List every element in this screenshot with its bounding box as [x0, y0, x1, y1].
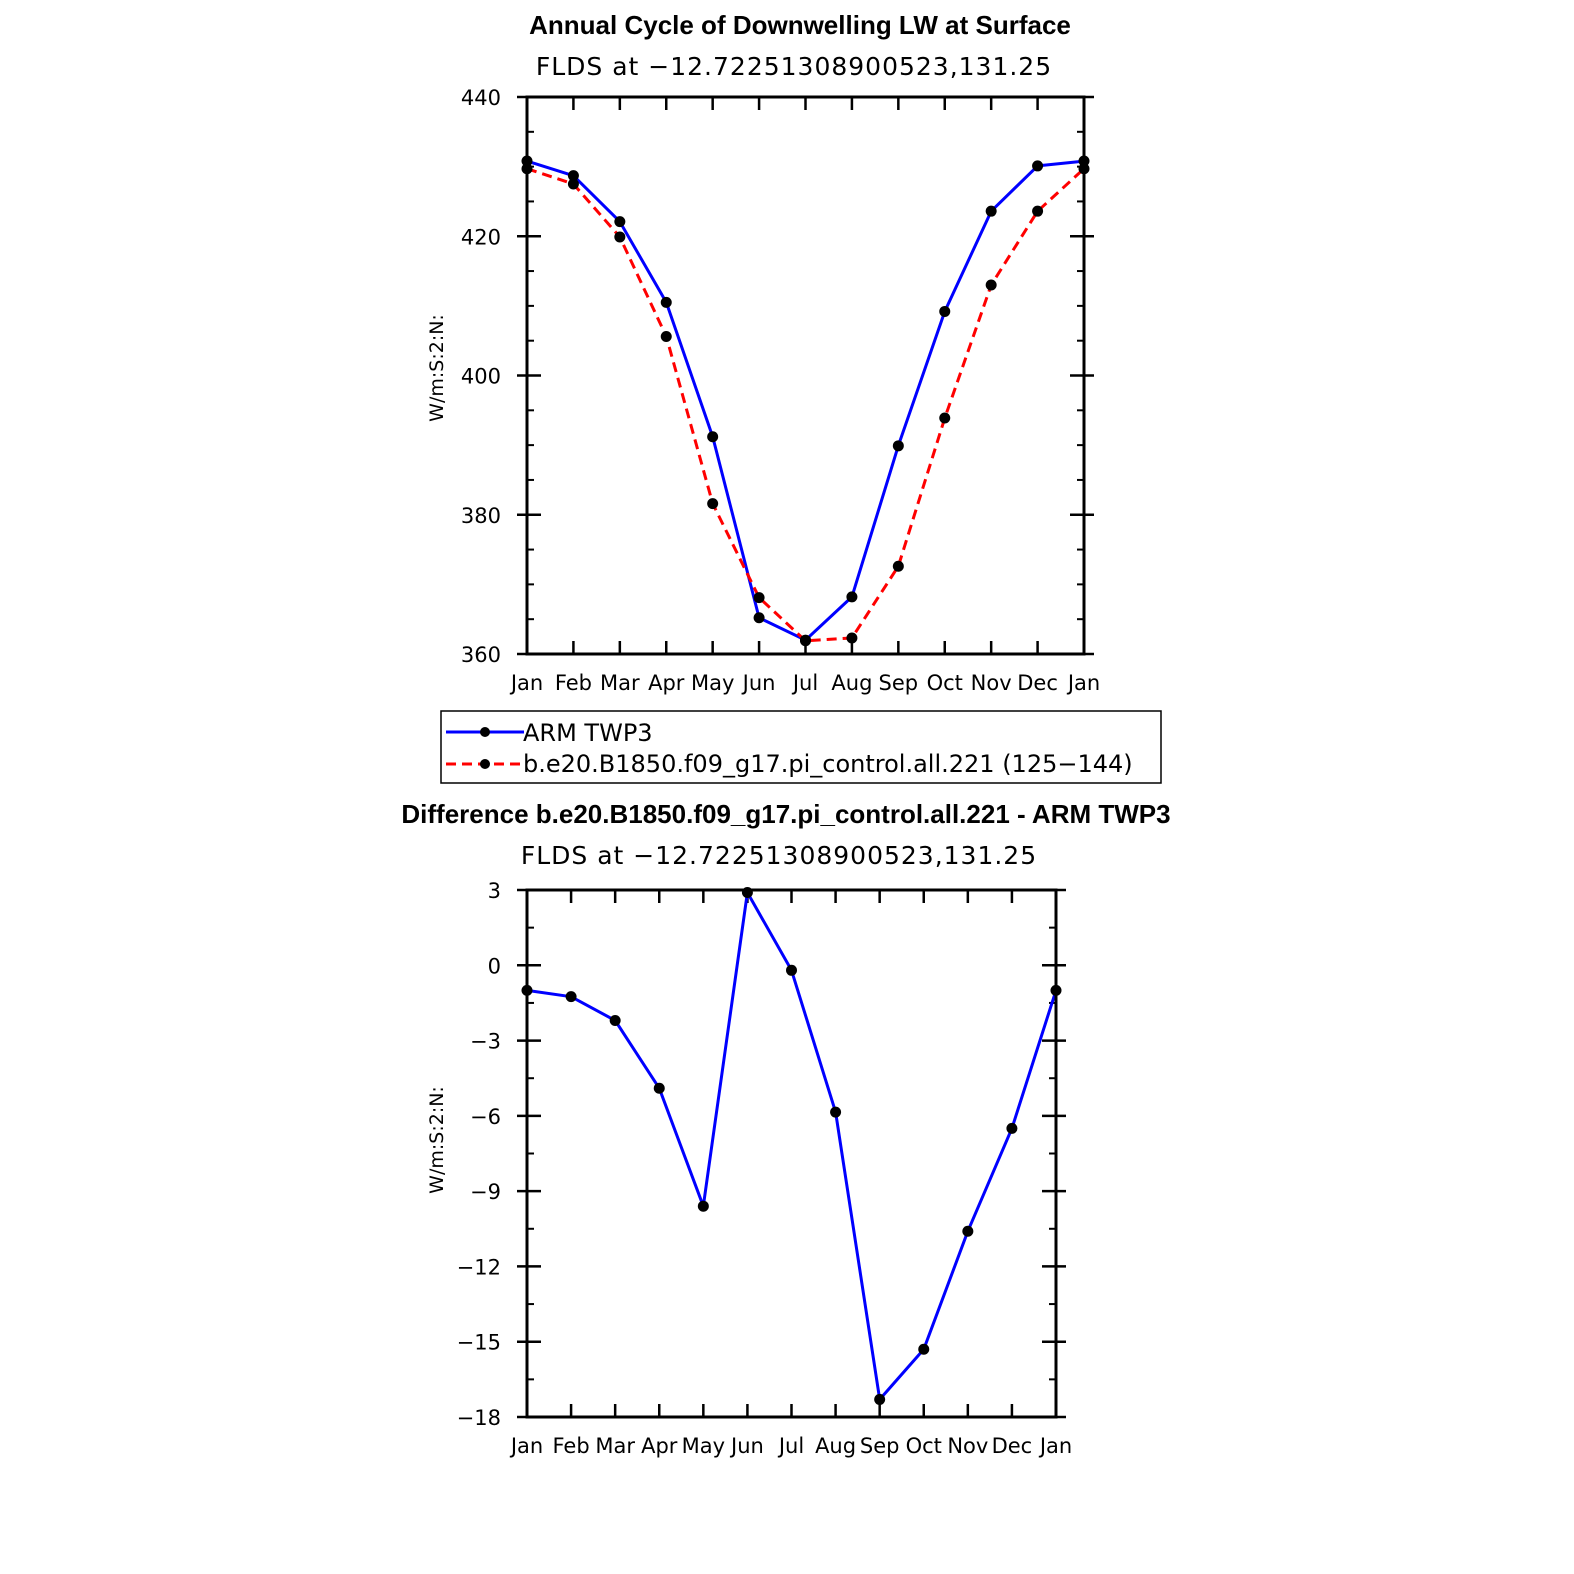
legend-swatch-marker: [480, 727, 490, 737]
axis-ticks: Jan Feb Mar Apr May Jun Jul Aug Sep Oct Nov Dec Jan 3…: [461, 86, 1100, 695]
legend-entry-model: b.e20.B1850.f09_g17.pi_control.all.221 (…: [446, 750, 1133, 778]
x-tick-label: Jul: [777, 1434, 804, 1458]
legend-swatch-marker: [480, 759, 490, 769]
chart-title: Difference b.e20.B1850.f09_g17.pi_contro…: [401, 799, 1170, 829]
x-tick-label: Sep: [879, 671, 919, 695]
data-point: [609, 1014, 621, 1026]
data-point: [707, 498, 719, 510]
axis-ticks: Jan Feb Mar Apr May Jun Jul Aug Sep Oct Nov Dec Jan−…: [457, 879, 1073, 1458]
data-point: [892, 560, 904, 572]
x-tick-label: Oct: [927, 671, 963, 695]
data-point: [874, 1393, 886, 1405]
y-tick-label: 3: [488, 879, 501, 903]
data-point: [707, 431, 719, 443]
y-tick-label: −18: [457, 1406, 501, 1430]
chart-subtitle: FLDS at −12.72251308900523,131.25: [536, 52, 1052, 81]
y-tick-label: 400: [461, 365, 501, 389]
annual-cycle-chart: Annual Cycle of Downwelling LW at Surfac…: [426, 10, 1100, 695]
y-tick-label: −9: [470, 1180, 501, 1204]
data-point: [985, 205, 997, 217]
x-tick-label: Apr: [648, 671, 685, 695]
data-point: [1032, 205, 1044, 217]
x-tick-label: Sep: [860, 1434, 900, 1458]
data-point: [786, 964, 797, 976]
data-point: [567, 178, 579, 190]
data-point: [697, 1200, 709, 1212]
y-tick-label: −3: [470, 1030, 501, 1054]
x-tick-label: Jul: [791, 671, 818, 695]
plot-frame: [525, 888, 1058, 1419]
data-point: [846, 591, 858, 603]
x-tick-label: Aug: [831, 671, 872, 695]
x-tick-label: May: [691, 671, 734, 695]
data-point: [939, 412, 951, 424]
x-tick-label: Feb: [552, 1434, 589, 1458]
x-tick-label: Jun: [729, 1434, 764, 1458]
y-tick-label: −15: [457, 1331, 501, 1355]
x-tick-label: Dec: [1017, 671, 1058, 695]
series-layer: [521, 155, 1090, 647]
x-tick-label: Jan: [1066, 671, 1100, 695]
data-point: [985, 279, 997, 291]
x-tick-label: Mar: [600, 671, 640, 695]
data-point: [660, 296, 672, 308]
data-point: [660, 331, 672, 343]
x-tick-label: Oct: [906, 1434, 942, 1458]
data-point: [1006, 1122, 1018, 1134]
data-point: [653, 1082, 665, 1094]
legend-box: [440, 710, 1162, 784]
data-point: [614, 231, 626, 243]
data-point: [830, 1106, 842, 1118]
data-point: [565, 991, 577, 1003]
data-point: [1032, 160, 1044, 172]
chart-title: Annual Cycle of Downwelling LW at Surfac…: [529, 10, 1071, 40]
x-tick-label: Jan: [1038, 1434, 1072, 1458]
data-point: [753, 592, 765, 604]
chart-subtitle: FLDS at −12.72251308900523,131.25: [521, 841, 1037, 870]
series-layer: [521, 887, 1062, 1405]
y-tick-label: 420: [461, 225, 501, 249]
y-tick-label: 360: [461, 643, 501, 667]
y-tick-label: 440: [461, 86, 501, 110]
difference-chart: Difference b.e20.B1850.f09_g17.pi_contro…: [401, 799, 1170, 1458]
data-point: [800, 635, 811, 647]
y-tick-label: 0: [488, 954, 501, 978]
data-point: [614, 216, 626, 228]
legend-label: ARM TWP3: [523, 719, 653, 747]
legend-label: b.e20.B1850.f09_g17.pi_control.all.221 (…: [523, 750, 1133, 778]
data-point: [567, 170, 579, 182]
y-tick-label: −6: [470, 1105, 501, 1129]
data-point: [753, 612, 765, 624]
legend-entry-arm: ARM TWP3: [446, 719, 653, 747]
x-tick-label: Aug: [815, 1434, 856, 1458]
x-tick-label: Dec: [992, 1434, 1033, 1458]
data-point: [892, 440, 904, 452]
x-tick-label: Feb: [555, 671, 592, 695]
series-line-0: [526, 159, 1085, 642]
x-tick-label: Jan: [509, 671, 543, 695]
data-point: [846, 632, 858, 644]
x-tick-label: Nov: [947, 1434, 988, 1458]
data-point: [939, 305, 951, 317]
series-line-1: [526, 167, 1086, 643]
y-tick-label: −12: [457, 1255, 501, 1279]
x-tick-label: Jun: [741, 671, 776, 695]
x-tick-label: Mar: [595, 1434, 635, 1458]
y-tick-label: 380: [461, 504, 501, 528]
y-axis-label: W/m:S:2:N:: [426, 314, 448, 422]
legend: ARM TWP3 b.e20.B1850.f09_g17.pi_control.…: [440, 710, 1162, 784]
data-point: [962, 1225, 974, 1237]
x-tick-label: May: [682, 1434, 725, 1458]
plot-frame: [525, 95, 1086, 656]
x-tick-label: Apr: [641, 1434, 678, 1458]
x-tick-label: Nov: [971, 671, 1012, 695]
x-tick-label: Jan: [509, 1434, 543, 1458]
data-point: [918, 1343, 930, 1355]
y-axis-label: W/m:S:2:N:: [426, 1086, 448, 1194]
